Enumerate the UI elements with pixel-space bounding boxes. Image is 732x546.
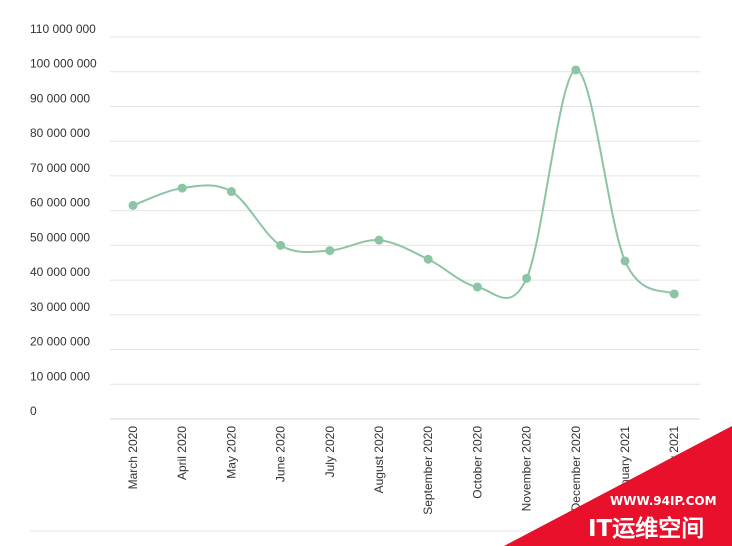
x-tick-label: March 2020 bbox=[126, 426, 140, 490]
data-point bbox=[325, 246, 335, 256]
data-point bbox=[226, 187, 236, 197]
data-point bbox=[128, 200, 138, 210]
watermark-banner bbox=[504, 426, 732, 546]
x-tick-label: August 2020 bbox=[372, 426, 386, 494]
x-tick-label: July 2020 bbox=[323, 426, 337, 478]
data-point bbox=[472, 282, 482, 292]
y-tick-label: 100 000 000 bbox=[30, 57, 97, 71]
x-tick-label: June 2020 bbox=[274, 426, 288, 482]
x-tick-label: October 2020 bbox=[470, 426, 484, 499]
y-tick-label: 70 000 000 bbox=[30, 161, 90, 175]
y-tick-label: 90 000 000 bbox=[30, 91, 90, 105]
data-point bbox=[522, 273, 532, 283]
watermark-name: IT运维空间 bbox=[588, 515, 704, 542]
y-tick-label: 10 000 000 bbox=[30, 369, 90, 383]
data-point bbox=[620, 256, 630, 266]
data-point bbox=[177, 183, 187, 193]
series-line bbox=[132, 68, 675, 299]
watermark-url: WWW.94IP.COM bbox=[610, 494, 717, 508]
x-tick-label: December 2020 bbox=[569, 426, 583, 512]
x-tick-label: April 2020 bbox=[175, 426, 189, 480]
y-tick-label: 60 000 000 bbox=[30, 196, 90, 210]
y-tick-label: 20 000 000 bbox=[30, 335, 90, 349]
y-tick-label: 40 000 000 bbox=[30, 265, 90, 279]
data-point bbox=[571, 65, 581, 75]
x-axis-ticks: March 2020 April 2020 May 2020 June 2020 Jul… bbox=[126, 426, 681, 515]
data-point bbox=[669, 289, 679, 299]
data-point bbox=[374, 235, 384, 245]
data-point bbox=[276, 240, 286, 250]
data-point bbox=[423, 254, 433, 264]
y-tick-label: 0 bbox=[30, 404, 37, 418]
x-tick-label: January 2021 bbox=[618, 426, 632, 499]
x-tick-label: September 2020 bbox=[421, 426, 435, 515]
x-tick-label: November 2020 bbox=[520, 426, 534, 512]
series bbox=[128, 65, 679, 299]
y-axis-ticks: 0 10 000 000 20 000 000 30 000 000 40 000 00… bbox=[30, 22, 97, 418]
y-tick-label: 110 000 000 bbox=[30, 22, 96, 36]
x-tick-label: May 2020 bbox=[224, 426, 238, 479]
y-tick-label: 80 000 000 bbox=[30, 126, 90, 140]
y-tick-label: 50 000 000 bbox=[30, 230, 90, 244]
watermark-logo: WWW.94IP.COM IT运维空间 bbox=[504, 426, 732, 546]
y-tick-label: 30 000 000 bbox=[30, 300, 90, 314]
